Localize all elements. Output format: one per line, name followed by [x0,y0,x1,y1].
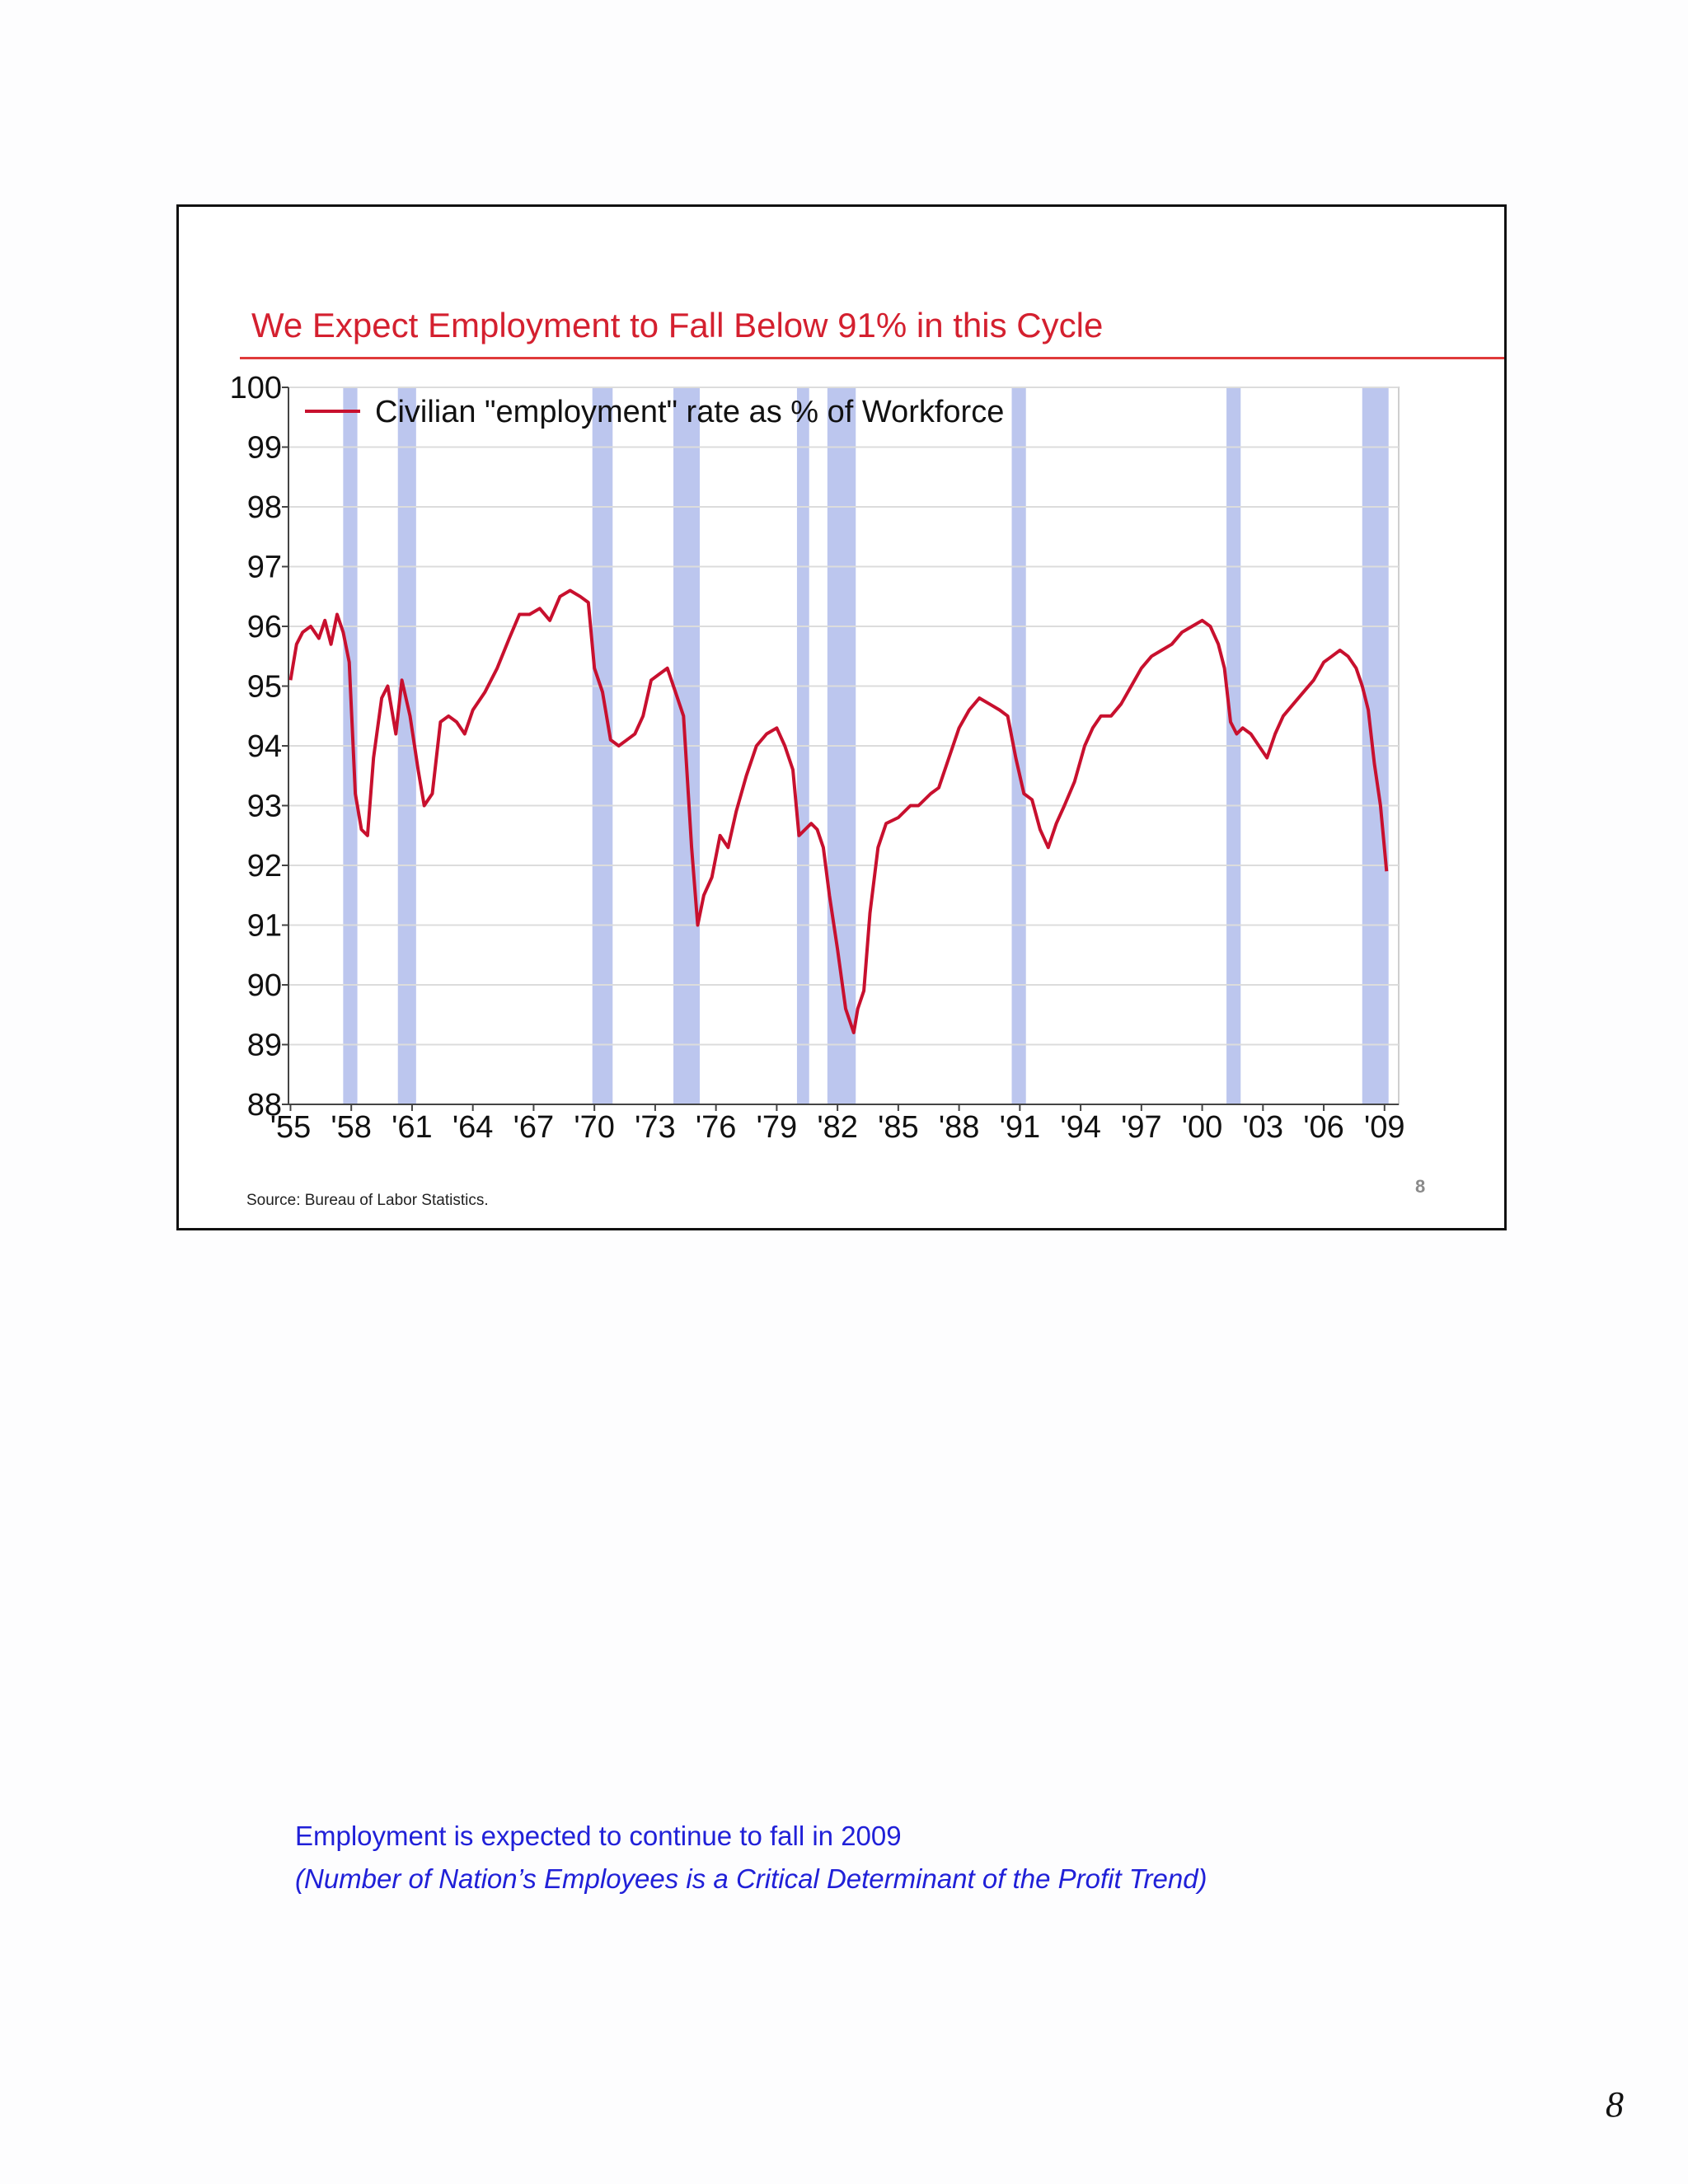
y-tick-label: 97 [247,551,282,585]
x-tick-label: '85 [878,1110,919,1145]
legend: Civilian "employment" rate as % of Workf… [305,395,1004,429]
y-tick-label: 99 [247,431,282,466]
employment-chart: 100 99 98 97 96 95 94 93 92 91 90 89 88 '55 '58 '61 '64… [230,371,1405,1145]
x-tick-label: '03 [1243,1110,1284,1145]
slide-number: 8 [1415,1176,1426,1197]
caption-line-1: Employment is expected to continue to fa… [295,1821,902,1851]
caption-line-2: (Number of Nation’s Employees is a Criti… [295,1863,1207,1894]
x-tick-labels: '55 '58 '61 '64 '67 '70 '73 '76 '79 '82 '85 '88 '91 '… [270,1110,1405,1145]
series-line-employment-rate [288,588,1389,1034]
source-note: Source: Bureau of Labor Statistics. [246,1192,489,1209]
x-tick-label: '88 [939,1110,980,1145]
y-tick-label: 90 [247,968,282,1003]
x-tick-label: '61 [392,1110,433,1145]
x-tick-label: '70 [574,1110,615,1145]
y-tick-label: 88 [247,1088,282,1122]
x-tick-label: '09 [1364,1110,1405,1145]
x-tick-label: '64 [452,1110,494,1145]
y-tick-label: 94 [247,729,282,764]
y-tick-label: 98 [247,490,282,525]
x-tick-label: '97 [1121,1110,1162,1145]
y-tick-label: 100 [230,371,282,405]
page-number: 8 [1606,2084,1624,2125]
x-tick-label: '79 [757,1110,798,1145]
axes [288,387,1399,1105]
slide-title: We Expect Employment to Fall Below 91% i… [251,306,1104,344]
legend-label: Civilian "employment" rate as % of Workf… [375,395,1004,429]
y-tick-labels: 100 99 98 97 96 95 94 93 92 91 90 89 88 [230,371,282,1122]
x-tick-label: '58 [331,1110,372,1145]
x-tick-label: '06 [1303,1110,1344,1145]
x-tick-label: '00 [1182,1110,1223,1145]
x-tick-label: '91 [1000,1110,1041,1145]
y-tick-label: 93 [247,790,282,824]
caption: Employment is expected to continue to fa… [295,1815,1207,1900]
x-tick-label: '67 [513,1110,555,1145]
x-tick-label: '55 [270,1110,312,1145]
x-tick-label: '73 [635,1110,676,1145]
y-tick-label: 95 [247,670,282,705]
slide: 100 99 98 97 96 95 94 93 92 91 90 89 88 '55 '58 '61 '64… [176,204,1507,1230]
x-tick-label: '94 [1060,1110,1101,1145]
y-tick-label: 96 [247,610,282,644]
x-tick-label: '82 [817,1110,858,1145]
title-rule [240,357,1504,359]
y-tick-label: 92 [247,849,282,883]
y-tick-label: 89 [247,1029,282,1063]
x-tick-label: '76 [696,1110,737,1145]
y-tick-label: 91 [247,909,282,944]
